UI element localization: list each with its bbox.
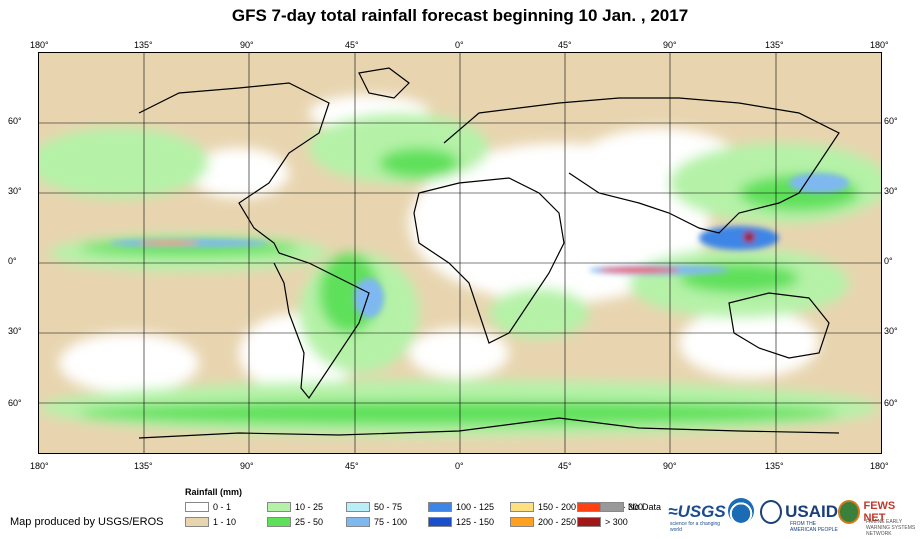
usgs-logo: ≈USGS science for a changing world bbox=[668, 495, 726, 533]
legend-item: > 300 bbox=[577, 517, 628, 527]
legend-item: 50 - 75 bbox=[346, 502, 402, 512]
legend-item: 75 - 100 bbox=[346, 517, 407, 527]
legend-item: 10 - 25 bbox=[267, 502, 323, 512]
legend-item: 0 - 1 bbox=[185, 502, 231, 512]
lat-label: 0° bbox=[8, 256, 17, 266]
legend-swatch bbox=[267, 517, 291, 527]
legend-item: 1 - 10 bbox=[185, 517, 236, 527]
lat-label: 60° bbox=[8, 398, 22, 408]
lon-label: 45° bbox=[558, 40, 572, 50]
legend-label: 125 - 150 bbox=[456, 517, 495, 527]
usaid-tagline: FROM THE AMERICAN PEOPLE bbox=[790, 521, 838, 533]
noaa-logo-icon bbox=[728, 498, 754, 524]
lat-label: 30° bbox=[8, 186, 22, 196]
legend-label: 10 - 25 bbox=[295, 502, 324, 512]
legend-label: 25 - 50 bbox=[295, 517, 324, 527]
legend-swatch bbox=[428, 517, 452, 527]
lon-label: 180° bbox=[870, 461, 889, 471]
lon-label: 180° bbox=[30, 461, 49, 471]
legend-swatch bbox=[185, 517, 209, 527]
lon-label: 90° bbox=[240, 461, 254, 471]
lon-label: 45° bbox=[345, 40, 359, 50]
lat-label: 60° bbox=[884, 116, 898, 126]
legend-label: > 300 bbox=[605, 517, 628, 527]
fews-logo-text: FEWS NET bbox=[863, 500, 896, 524]
legend-title: Rainfall (mm) bbox=[185, 487, 243, 497]
globe-icon bbox=[838, 500, 861, 524]
legend-label: 250 - 300 bbox=[605, 502, 644, 512]
lon-label: 180° bbox=[870, 40, 889, 50]
legend-label: 50 - 75 bbox=[374, 502, 403, 512]
map-title: GFS 7-day total rainfall forecast beginn… bbox=[231, 6, 689, 25]
lon-label: 45° bbox=[345, 461, 359, 471]
lat-label: 60° bbox=[8, 116, 22, 126]
legend-swatch bbox=[577, 502, 601, 512]
legend-swatch bbox=[428, 502, 452, 512]
lon-label: 90° bbox=[240, 40, 254, 50]
lat-label: 0° bbox=[884, 256, 893, 266]
lat-label: 30° bbox=[8, 326, 22, 336]
lon-label: 45° bbox=[558, 461, 572, 471]
legend-label: 1 - 10 bbox=[213, 517, 237, 527]
legend-swatch bbox=[577, 517, 601, 527]
heavy-rain bbox=[109, 173, 849, 318]
legend-label: 100 - 125 bbox=[456, 502, 495, 512]
lon-label: 90° bbox=[663, 40, 677, 50]
legend-swatch bbox=[600, 502, 624, 512]
lat-label: 30° bbox=[884, 326, 898, 336]
legend-swatch bbox=[510, 502, 534, 512]
legend-swatch bbox=[185, 502, 209, 512]
legend-item: 100 - 125 bbox=[428, 502, 494, 512]
lon-label: 135° bbox=[765, 40, 784, 50]
usgs-logo-text: ≈USGS bbox=[668, 502, 726, 521]
lon-label: 180° bbox=[30, 40, 49, 50]
usaid-logo-text: USAID bbox=[785, 502, 838, 521]
legend-swatch bbox=[346, 502, 370, 512]
lat-label: 60° bbox=[884, 398, 898, 408]
fews-logo: FEWS NET FAMINE EARLY WARNING SYSTEMS NE… bbox=[838, 495, 916, 537]
lon-label: 135° bbox=[134, 40, 153, 50]
map-canvas bbox=[39, 53, 881, 453]
legend-item: 25 - 50 bbox=[267, 517, 323, 527]
usaid-seal-icon bbox=[760, 500, 783, 524]
legend-label: No Data bbox=[628, 502, 662, 512]
legend-label: 75 - 100 bbox=[374, 517, 408, 527]
legend-swatch bbox=[346, 517, 370, 527]
lon-label: 135° bbox=[134, 461, 153, 471]
fews-tagline: FAMINE EARLY WARNING SYSTEMS NETWORK bbox=[866, 519, 916, 537]
usgs-tagline: science for a changing world bbox=[670, 521, 721, 533]
legend-item: No Data bbox=[600, 502, 661, 512]
legend-swatch bbox=[267, 502, 291, 512]
rainfall-map bbox=[38, 52, 882, 454]
legend-label: 150 - 200 bbox=[538, 502, 577, 512]
lon-label: 0° bbox=[455, 40, 464, 50]
lon-label: 135° bbox=[765, 461, 784, 471]
legend-swatch bbox=[510, 517, 534, 527]
graticule bbox=[39, 53, 881, 453]
lon-label: 90° bbox=[663, 461, 677, 471]
legend-item: 150 - 200 bbox=[510, 502, 576, 512]
legend-label: 0 - 1 bbox=[213, 502, 232, 512]
lon-label: 0° bbox=[455, 461, 464, 471]
legend-item: 125 - 150 bbox=[428, 517, 494, 527]
lat-label: 30° bbox=[884, 186, 898, 196]
legend-label: 200 - 250 bbox=[538, 517, 577, 527]
legend-item: 200 - 250 bbox=[510, 517, 576, 527]
coastlines bbox=[138, 67, 840, 439]
credit-text: Map produced by USGS/EROS bbox=[10, 516, 164, 528]
usaid-logo: USAID FROM THE AMERICAN PEOPLE bbox=[760, 495, 838, 533]
